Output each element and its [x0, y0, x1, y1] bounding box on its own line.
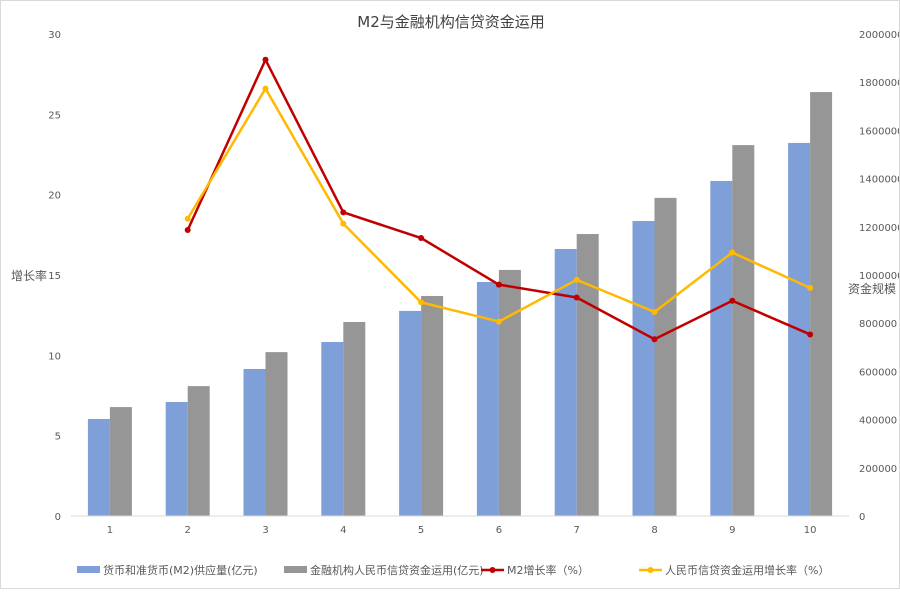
y-right-tick-label: 1000000	[859, 271, 899, 282]
line-point	[495, 318, 502, 325]
legend-label: 金融机构人民币信贷资金运用(亿元)	[310, 563, 484, 577]
legend-swatch	[77, 566, 100, 573]
line-point	[262, 56, 269, 63]
y-right-tick-label: 800000	[859, 319, 897, 330]
line-point	[651, 336, 658, 343]
y-right-tick-label: 1800000	[859, 78, 899, 89]
legend-label: M2增长率（%）	[507, 563, 589, 577]
x-tick-label: 10	[804, 525, 817, 536]
bar-2	[654, 197, 677, 516]
y-right-tick-label: 0	[859, 512, 865, 523]
y-left-tick-label: 5	[55, 432, 61, 443]
bar-1	[399, 310, 422, 516]
y-left-tick-label: 0	[55, 512, 61, 523]
line-point	[573, 294, 580, 301]
x-tick-label: 2	[185, 525, 191, 536]
bar-1	[321, 341, 344, 516]
bar-2	[421, 295, 444, 516]
y-right-tick-label: 600000	[859, 367, 897, 378]
y-left-tick-label: 20	[48, 191, 61, 202]
x-tick-label: 3	[262, 525, 268, 536]
bar-1	[87, 418, 110, 516]
bar-2	[343, 321, 366, 516]
line-point	[340, 209, 347, 216]
line-point	[651, 308, 658, 315]
legend-marker	[647, 567, 654, 573]
line-point	[184, 227, 191, 234]
y-right-tick-label: 2000000	[859, 30, 899, 41]
y-right-tick-label: 400000	[859, 416, 897, 427]
bar-1	[476, 281, 499, 516]
chart-title: M2与金融机构信贷资金运用	[357, 13, 545, 31]
bar-2	[109, 407, 132, 516]
legend-label: 货币和准货币(M2)供应量(亿元)	[103, 563, 258, 577]
legend-swatch	[284, 566, 307, 573]
line-point	[729, 249, 736, 256]
y-axis-left-label: 增长率	[11, 268, 47, 283]
bar-2	[187, 386, 210, 516]
bar-2	[732, 145, 755, 516]
x-tick-label: 8	[651, 525, 657, 536]
y-axis-right-label: 资金规模	[848, 281, 896, 296]
x-tick-label: 5	[418, 525, 424, 536]
line-point	[184, 215, 191, 222]
legend-marker	[489, 567, 496, 573]
x-tick-label: 6	[496, 525, 502, 536]
bar-1	[554, 248, 577, 517]
bar-2	[265, 352, 288, 516]
bar-1	[243, 368, 266, 516]
line-point	[729, 297, 736, 304]
y-left-tick-label: 25	[48, 110, 61, 121]
bar-2	[810, 92, 833, 517]
x-tick-label: 9	[729, 525, 735, 536]
line-point	[807, 284, 814, 291]
bar-2	[576, 234, 599, 516]
legend-label: 人民币信贷资金运用增长率（%）	[665, 563, 829, 577]
bar-1	[165, 402, 188, 516]
x-tick-label: 1	[107, 525, 113, 536]
line-point	[495, 281, 502, 288]
x-tick-label: 7	[574, 525, 580, 536]
line-point	[418, 235, 425, 242]
line-point	[262, 85, 269, 92]
y-right-tick-label: 1400000	[859, 175, 899, 186]
y-right-tick-label: 1200000	[859, 223, 899, 234]
y-right-tick-label: 200000	[859, 464, 897, 475]
bar-1	[632, 221, 655, 517]
line-point	[418, 299, 425, 306]
y-left-tick-label: 15	[48, 271, 61, 282]
line-point	[807, 331, 814, 338]
y-left-tick-label: 30	[48, 30, 61, 41]
bar-2	[498, 269, 521, 516]
y-right-tick-label: 1600000	[859, 126, 899, 137]
x-tick-label: 4	[340, 525, 346, 536]
line-point	[573, 276, 580, 283]
bar-1	[710, 181, 733, 516]
y-left-tick-label: 10	[48, 351, 61, 362]
line-point	[340, 220, 347, 227]
